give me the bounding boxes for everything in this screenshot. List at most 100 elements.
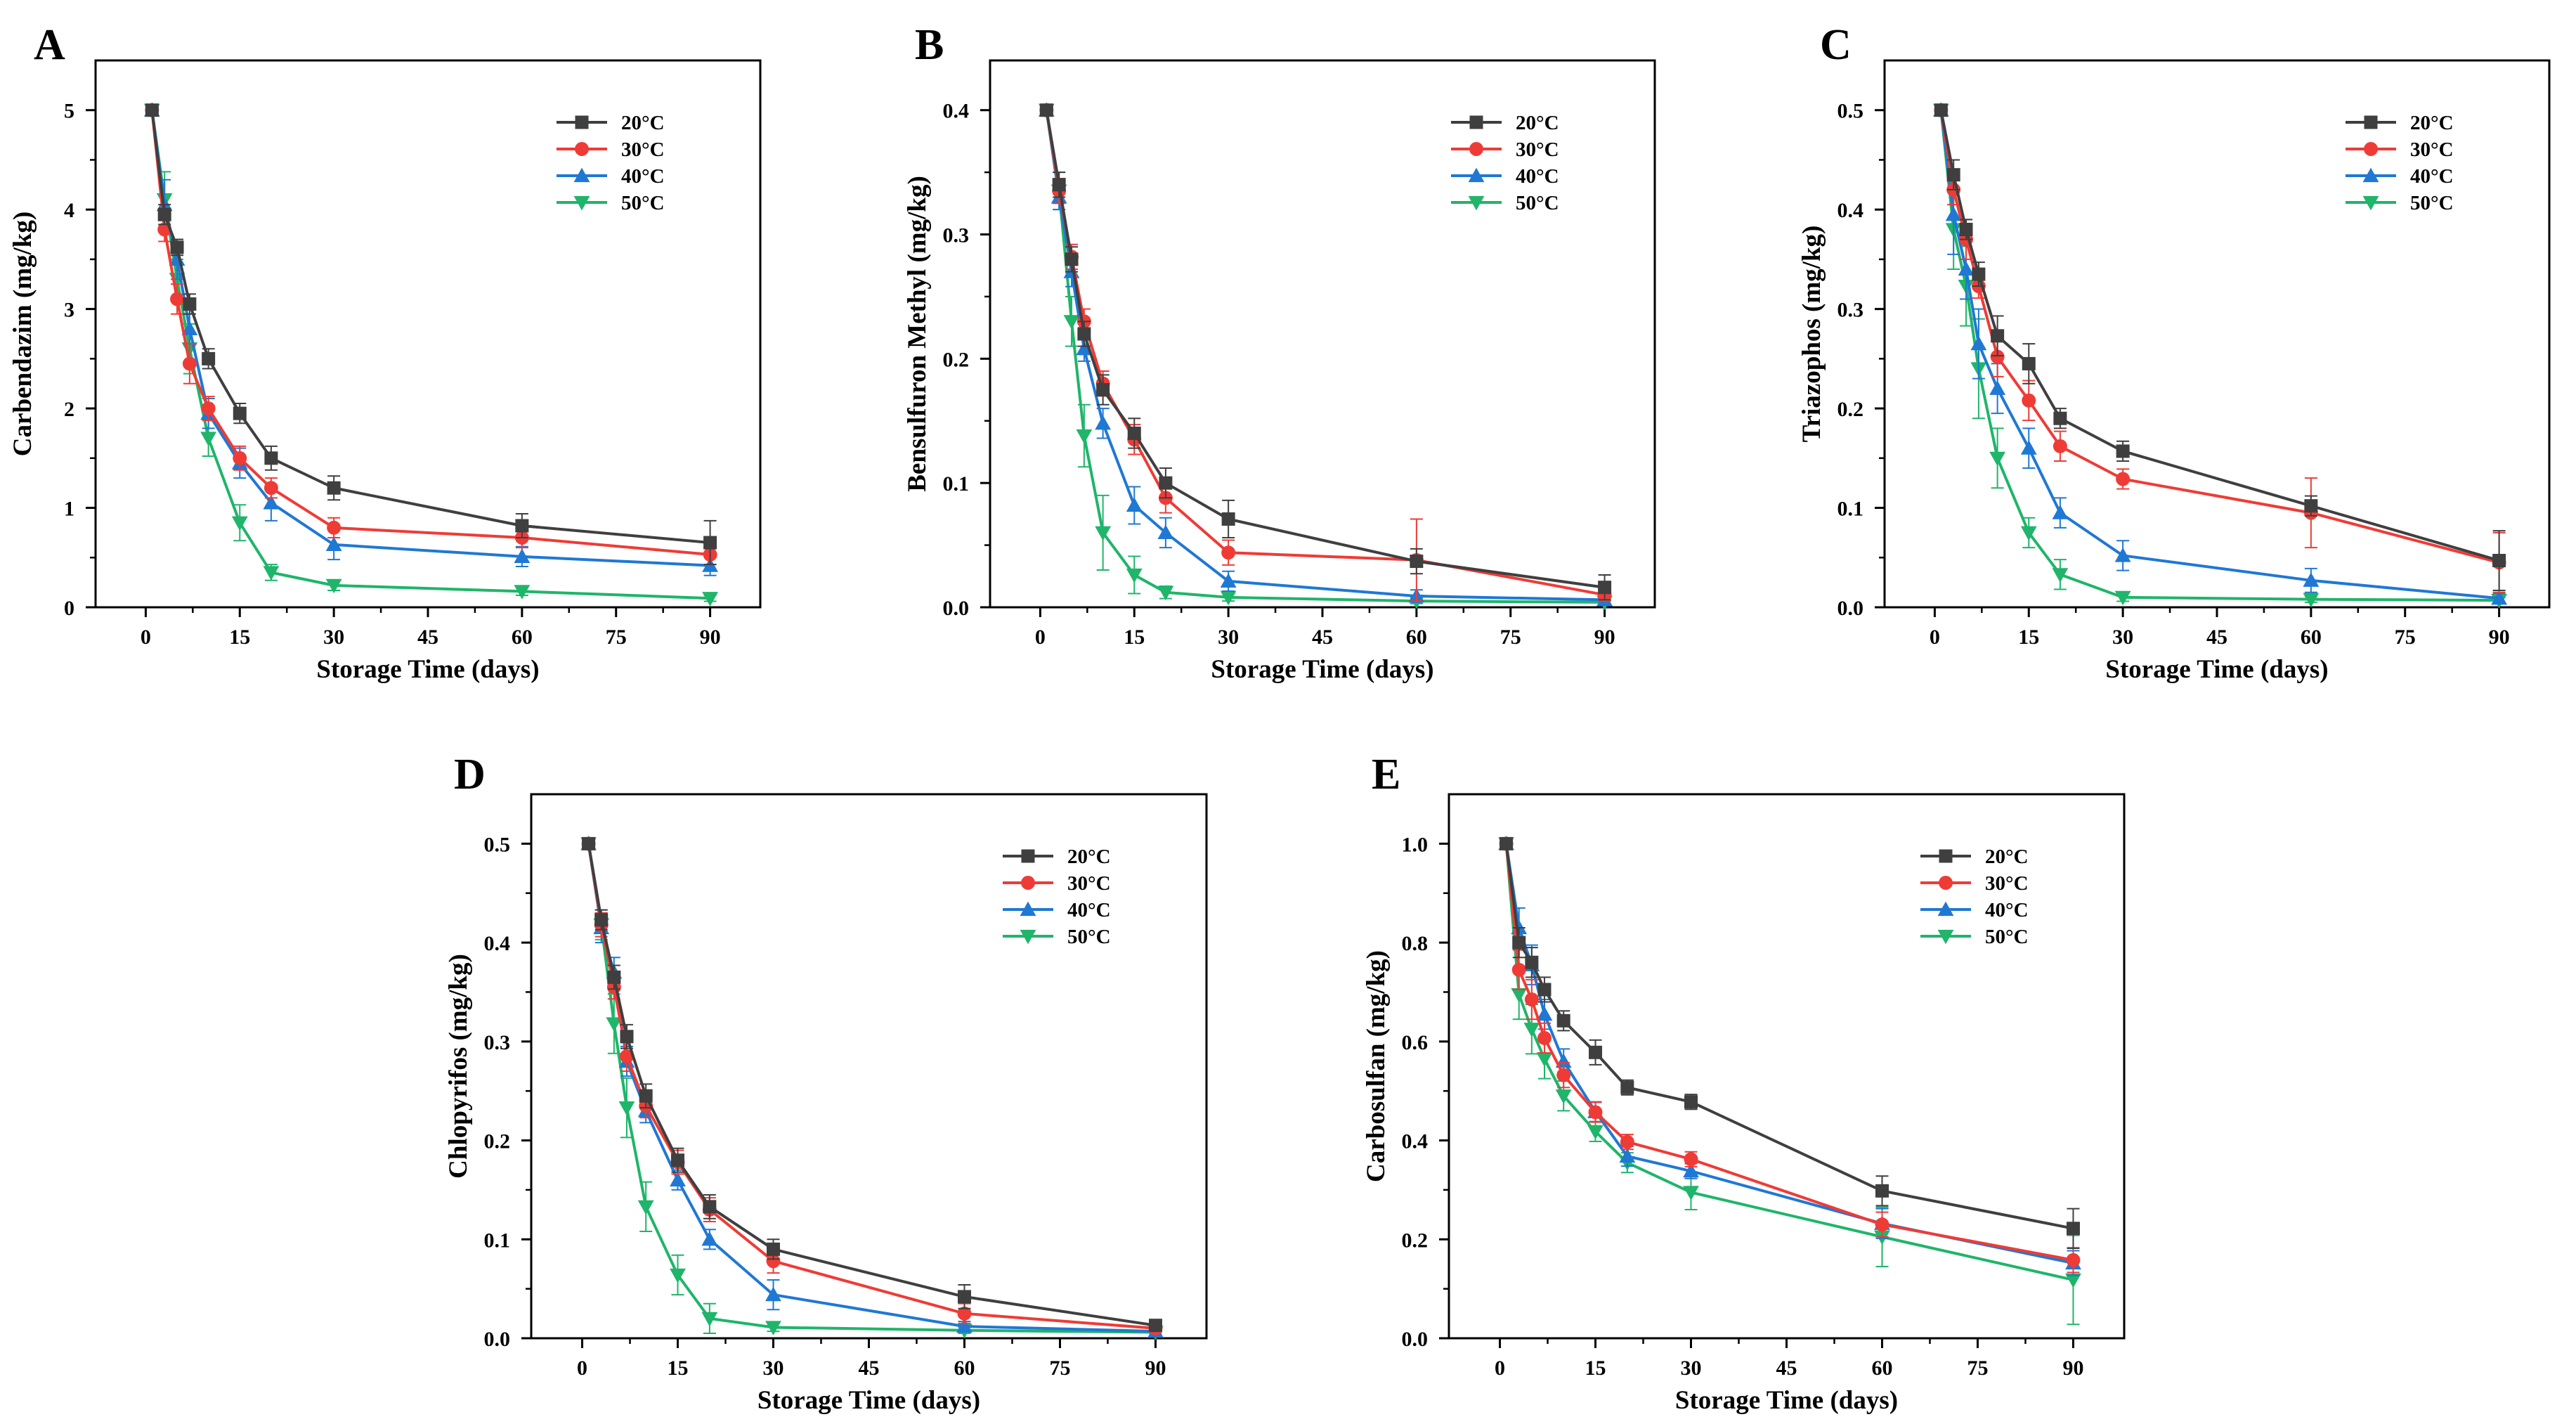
data-point — [1555, 1053, 1572, 1068]
y-tick-label: 0.1 — [484, 1229, 511, 1252]
data-point — [1946, 168, 1960, 182]
data-point — [201, 401, 216, 416]
y-tick-label: 0.3 — [484, 1031, 511, 1054]
x-tick-label: 75 — [606, 626, 627, 649]
data-point — [670, 1172, 686, 1186]
x-tick-label: 0 — [1035, 626, 1046, 649]
series-line — [150, 110, 710, 557]
legend-label: 20°C — [1985, 846, 2029, 868]
data-point — [325, 536, 342, 552]
y-tick-label: 0.1 — [1837, 498, 1864, 521]
y-tick-label: 0.4 — [484, 932, 511, 955]
y-axis-label: Triazophos (mg/kg) — [1797, 226, 1826, 443]
x-tick-label: 30 — [1218, 626, 1239, 649]
legend: 20°C 30°C 40°C 50°C — [2346, 112, 2454, 214]
legend-item: 30°C — [1920, 872, 2029, 895]
data-point — [1555, 1089, 1572, 1104]
data-point — [170, 292, 184, 306]
data-point — [582, 836, 596, 850]
x-tick-label: 90 — [1145, 1357, 1166, 1380]
data-point — [263, 495, 280, 510]
y-tick-label: 0.0 — [484, 1328, 511, 1351]
data-point — [702, 592, 719, 607]
x-tick-label: 0 — [141, 626, 151, 649]
series-30c — [145, 103, 717, 566]
x-tick-label: 75 — [2395, 626, 2416, 649]
data-point — [1588, 1105, 1603, 1120]
legend-marker — [1020, 929, 1036, 945]
x-tick-label: 60 — [512, 626, 533, 649]
data-point — [2116, 444, 2130, 458]
y-axis-label: Carbendazim (mg/kg) — [8, 212, 37, 456]
y-tick-label: 0.5 — [484, 833, 511, 856]
series-line — [1504, 843, 2074, 1262]
data-point — [1511, 988, 1528, 1003]
panel-e: E 0 15 30 45 60 75 90 0.0 0.2 0.4 0.6 0.8 1.0 Storage … — [1362, 751, 2126, 1415]
legend-item: 20°C — [557, 112, 665, 134]
data-point — [1683, 1163, 1699, 1178]
x-tick-label: 45 — [417, 626, 438, 649]
series-line — [587, 843, 1156, 1327]
data-point — [1095, 415, 1112, 430]
x-tick-label: 75 — [1500, 626, 1521, 649]
x-tick-label: 45 — [1776, 1357, 1797, 1380]
data-point — [1958, 261, 1975, 276]
x-tick-label: 45 — [1312, 626, 1333, 649]
legend-label: 50°C — [621, 192, 665, 214]
legend-marker — [1021, 876, 1035, 890]
legend-item: 30°C — [1003, 872, 1111, 895]
legend-marker — [1937, 929, 1954, 945]
panel-letter: B — [915, 21, 944, 69]
legend-label: 20°C — [1067, 846, 1111, 868]
x-tick-label: 30 — [323, 626, 344, 649]
legend: 20°C 30°C 40°C 50°C — [1003, 846, 1111, 948]
x-tick-label: 90 — [700, 626, 721, 649]
x-tick-label: 15 — [1124, 626, 1145, 649]
data-point — [1589, 1045, 1603, 1059]
data-point — [1220, 573, 1237, 588]
legend-label: 40°C — [1985, 899, 2029, 921]
legend-item: 40°C — [1920, 899, 2029, 921]
data-point — [765, 1286, 781, 1302]
data-point — [2066, 1253, 2081, 1267]
legend-label: 20°C — [2410, 112, 2454, 134]
data-point — [2053, 411, 2067, 425]
data-point — [2022, 393, 2036, 408]
legend-marker — [1468, 167, 1485, 183]
data-point — [703, 1200, 717, 1214]
data-point — [2020, 526, 2037, 541]
data-point — [1127, 426, 1141, 440]
y-axis-label: Chlopyrifos (mg/kg) — [444, 954, 473, 1179]
x-tick-label: 60 — [1871, 1357, 1892, 1380]
y-tick-label: 0.8 — [1402, 932, 1429, 955]
data-point — [1934, 103, 1948, 117]
data-point — [671, 1153, 685, 1167]
x-tick-label: 15 — [2018, 626, 2039, 649]
legend: 20°C 30°C 40°C 50°C — [1451, 112, 1559, 214]
data-point — [594, 913, 609, 927]
x-tick-label: 0 — [577, 1357, 587, 1380]
data-point — [2020, 440, 2037, 455]
data-point — [1076, 429, 1093, 444]
y-axis-label: Carbosulfan (mg/kg) — [1362, 950, 1391, 1182]
series-line — [1504, 843, 2074, 1281]
data-point — [2491, 590, 2508, 605]
y-tick-label: 0 — [64, 597, 74, 620]
series-20c — [1934, 103, 2506, 591]
data-point — [1945, 206, 1962, 221]
legend-marker — [1468, 195, 1485, 211]
y-tick-label: 4 — [64, 199, 74, 222]
data-point — [670, 1268, 686, 1283]
data-point — [701, 1231, 718, 1246]
x-tick-label: 15 — [229, 626, 250, 649]
legend-label: 30°C — [1516, 138, 1559, 161]
data-point — [2052, 505, 2069, 519]
y-tick-label: 0.0 — [943, 597, 970, 620]
data-point — [1148, 1319, 1162, 1333]
panel-letter: E — [1372, 751, 1400, 798]
data-point — [182, 356, 197, 371]
data-point — [170, 240, 184, 254]
panel-letter: A — [34, 21, 65, 69]
